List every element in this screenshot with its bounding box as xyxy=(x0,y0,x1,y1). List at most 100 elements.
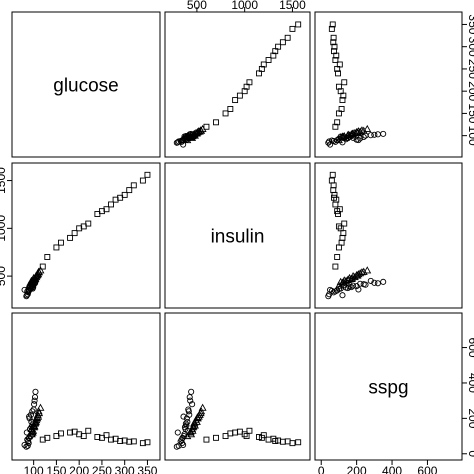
point-square-glucose-vs-sspg xyxy=(331,48,337,55)
tick-label-sspg: 0 xyxy=(318,464,325,474)
point-square-glucose-vs-sspg xyxy=(332,123,339,130)
point-circle-insulin-vs-sspg xyxy=(335,285,342,293)
point-triangle-sspg-vs-glucose xyxy=(34,407,43,415)
point-circle-insulin-vs-sspg xyxy=(355,286,362,293)
point-square-glucose-vs-insulin xyxy=(272,48,279,55)
tick-label-insulin: 1000 xyxy=(231,0,258,12)
point-circle-insulin-vs-sspg xyxy=(348,284,355,291)
point-square-insulin-vs-sspg xyxy=(328,177,335,184)
tick-label-sspg: 200 xyxy=(466,408,474,428)
point-square-insulin-vs-sspg xyxy=(337,225,344,232)
point-square-sspg-vs-glucose xyxy=(144,439,151,446)
point-triangle-sspg-vs-glucose xyxy=(32,413,41,421)
point-square-insulin-vs-sspg xyxy=(341,220,348,227)
point-circle-glucose-vs-sspg xyxy=(374,131,381,138)
point-square-glucose-vs-insulin xyxy=(295,21,302,28)
point-circle-insulin-vs-glucose xyxy=(23,293,30,300)
point-circle-sspg-vs-glucose xyxy=(29,408,36,415)
point-triangle-glucose-vs-insulin xyxy=(189,130,198,138)
point-square-glucose-vs-insulin xyxy=(270,52,277,59)
panel-insulin-insulin xyxy=(164,162,311,309)
point-triangle-insulin-vs-sspg xyxy=(339,278,348,286)
point-square-sspg-vs-insulin xyxy=(272,438,279,444)
tick-label-glucose: 200 xyxy=(466,81,474,101)
point-circle-sspg-vs-insulin xyxy=(181,424,188,431)
panel-sspg-glucose xyxy=(11,312,161,461)
point-triangle-insulin-vs-glucose xyxy=(28,278,37,286)
point-square-glucose-vs-insulin xyxy=(289,25,296,32)
diagonal-label-glucose: glucose xyxy=(53,76,119,97)
point-square-sspg-vs-insulin xyxy=(232,429,239,436)
point-square-sspg-vs-insulin xyxy=(279,438,286,445)
point-square-glucose-vs-sspg xyxy=(340,92,347,99)
tick-label-sspg: 400 xyxy=(466,373,474,393)
point-square-insulin-vs-glucose xyxy=(53,244,60,251)
tick-label-glucose: 300 xyxy=(466,37,474,57)
point-triangle-glucose-vs-insulin xyxy=(197,126,206,134)
point-square-insulin-vs-glucose xyxy=(144,171,151,178)
tick-label-glucose: 150 xyxy=(46,464,66,474)
point-triangle-insulin-vs-sspg xyxy=(348,274,357,282)
point-triangle-glucose-vs-sspg xyxy=(344,130,353,138)
point-square-sspg-vs-insulin xyxy=(227,430,234,437)
tick-label-glucose: 100 xyxy=(466,126,474,146)
point-square-sspg-vs-insulin xyxy=(203,436,210,443)
panel-insulin-glucose xyxy=(11,162,161,309)
point-square-insulin-vs-sspg xyxy=(329,171,336,178)
point-triangle-glucose-vs-sspg xyxy=(359,126,368,134)
point-square-glucose-vs-insulin xyxy=(236,92,243,99)
point-square-sspg-vs-glucose xyxy=(126,438,133,445)
point-circle-sspg-vs-insulin xyxy=(182,420,189,427)
point-square-glucose-vs-sspg xyxy=(338,106,345,112)
point-triangle-sspg-vs-glucose xyxy=(36,403,45,411)
point-square-insulin-vs-glucose xyxy=(58,239,64,246)
panel-sspg-sspg xyxy=(314,312,463,461)
point-triangle-insulin-vs-sspg xyxy=(353,271,362,279)
point-circle-insulin-vs-sspg xyxy=(344,285,351,292)
point-triangle-insulin-vs-sspg xyxy=(363,266,372,274)
point-square-sspg-vs-glucose xyxy=(117,438,124,444)
point-circle-sspg-vs-insulin xyxy=(184,418,191,425)
point-square-sspg-vs-glucose xyxy=(80,433,87,440)
point-circle-glucose-vs-sspg xyxy=(326,138,333,145)
point-square-sspg-vs-insulin xyxy=(265,436,272,443)
point-square-glucose-vs-insulin xyxy=(232,97,239,104)
panel-glucose-sspg xyxy=(314,11,463,158)
point-triangle-sspg-vs-insulin xyxy=(189,422,198,430)
point-square-glucose-vs-insulin xyxy=(241,88,248,95)
point-square-insulin-vs-glucose xyxy=(130,182,137,189)
point-square-glucose-vs-sspg xyxy=(335,70,341,77)
point-circle-insulin-vs-sspg xyxy=(350,282,357,289)
point-square-insulin-vs-sspg xyxy=(338,239,345,246)
point-circle-sspg-vs-glucose xyxy=(26,413,33,420)
marks-layer xyxy=(21,21,387,450)
point-circle-insulin-vs-sspg xyxy=(371,279,378,286)
tick-label-sspg: 600 xyxy=(466,338,474,358)
point-triangle-insulin-vs-sspg xyxy=(359,267,368,275)
point-triangle-glucose-vs-sspg xyxy=(353,128,362,136)
point-circle-sspg-vs-insulin xyxy=(180,413,187,420)
point-triangle-glucose-vs-insulin xyxy=(186,132,195,140)
point-square-insulin-vs-glucose xyxy=(98,208,105,215)
diagonal-label-insulin: insulin xyxy=(211,227,265,248)
point-square-insulin-vs-sspg xyxy=(332,201,339,208)
point-triangle-insulin-vs-glucose xyxy=(34,267,43,275)
point-square-sspg-vs-insulin xyxy=(295,439,302,446)
point-square-insulin-vs-sspg xyxy=(340,230,347,237)
point-square-insulin-vs-glucose xyxy=(71,230,78,237)
tick-label-insulin: 1000 xyxy=(0,215,8,242)
panel-insulin-sspg xyxy=(314,162,463,309)
point-square-glucose-vs-sspg xyxy=(330,39,337,46)
tick-label-sspg: 600 xyxy=(417,464,437,474)
point-square-glucose-vs-sspg xyxy=(341,79,348,86)
tick-label-glucose: 100 xyxy=(24,464,44,474)
tick-label-glucose: 250 xyxy=(92,464,112,474)
tick-label-glucose: 150 xyxy=(466,103,474,123)
point-circle-insulin-vs-sspg xyxy=(325,293,332,300)
point-circle-glucose-vs-sspg xyxy=(325,139,332,146)
point-square-glucose-vs-sspg xyxy=(330,34,337,41)
point-circle-glucose-vs-sspg xyxy=(332,138,339,145)
diagonal-label-sspg: sspg xyxy=(368,378,408,399)
